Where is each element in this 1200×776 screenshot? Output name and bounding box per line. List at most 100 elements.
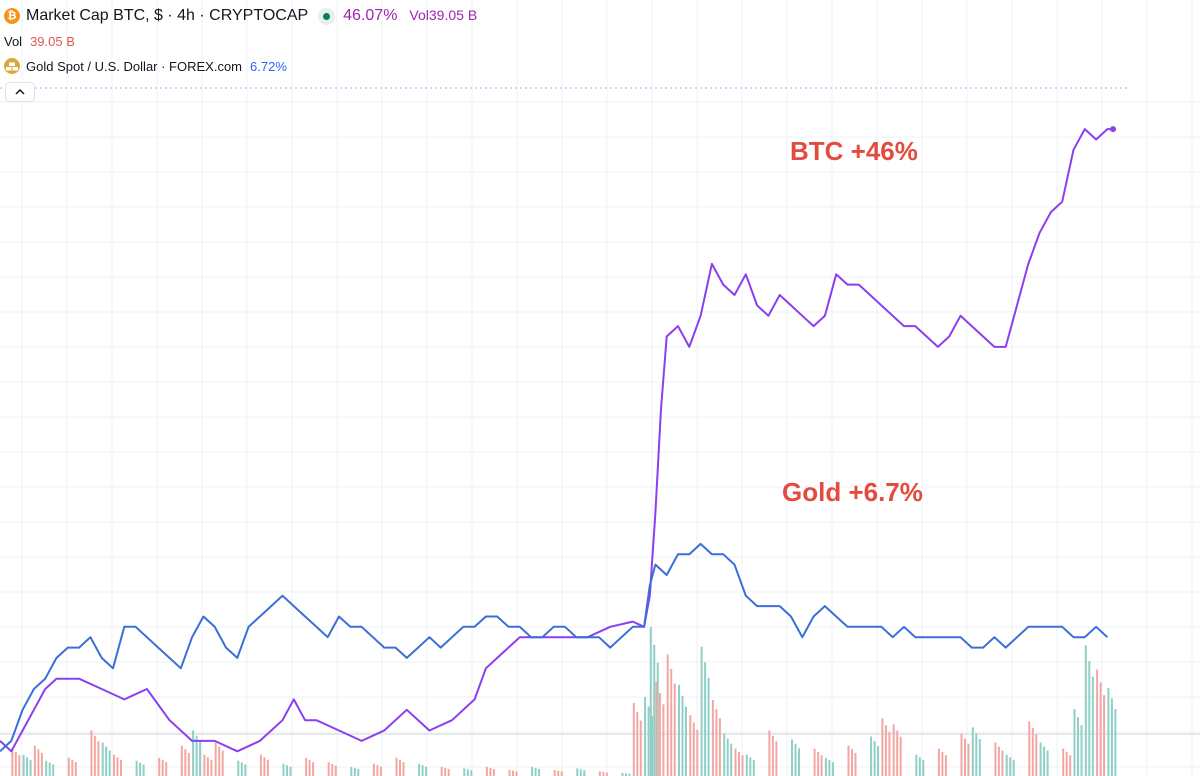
volume-bar xyxy=(26,757,29,776)
volume-bar xyxy=(93,735,96,776)
gold-legend-row[interactable]: Gold Spot / U.S. Dollar · FOREX.com 6.72… xyxy=(4,58,287,74)
volume-bar xyxy=(828,759,831,776)
price-lines[interactable] xyxy=(0,126,1117,753)
volume-bar xyxy=(244,764,247,776)
volume-bar xyxy=(745,754,748,776)
volume-bar xyxy=(820,755,823,776)
volume-bar xyxy=(598,771,601,776)
volume-bar xyxy=(305,757,308,776)
volume-bar xyxy=(899,736,902,776)
volume-bar xyxy=(656,662,659,776)
volume-bar xyxy=(738,751,740,776)
gold-symbol-title[interactable]: Gold Spot / U.S. Dollar · FOREX.com xyxy=(26,58,243,74)
volume-legend-row[interactable]: Vol 39.05 B xyxy=(4,34,75,49)
volume-bar xyxy=(161,759,164,776)
volume-bar xyxy=(187,752,190,776)
volume-bar xyxy=(579,769,582,776)
btc-legend-row[interactable]: ₿ Market Cap BTC, $ · 4h · CRYPTOCAP 46.… xyxy=(4,7,477,25)
volume-bar xyxy=(376,765,379,776)
volume-bar xyxy=(971,727,974,776)
volume-bar xyxy=(399,759,401,776)
volume-bar xyxy=(538,769,541,776)
volume-bar xyxy=(1028,721,1031,776)
gold-bars-icon xyxy=(4,58,20,74)
volume-bar xyxy=(418,763,421,776)
volume-bar xyxy=(308,759,311,776)
volume-bar xyxy=(651,715,654,776)
volume-bar xyxy=(831,762,834,776)
volume-bar xyxy=(350,766,353,776)
volume-bar xyxy=(206,757,209,776)
volume-bar xyxy=(655,681,658,776)
volume-bar xyxy=(670,668,673,776)
gold-series-line[interactable] xyxy=(0,542,1109,753)
volume-bar xyxy=(67,757,70,776)
volume-bar xyxy=(794,743,797,776)
volume-bar xyxy=(135,760,138,776)
btc-symbol-title[interactable]: Market Cap BTC, $ · 4h · CRYPTOCAP xyxy=(26,7,309,24)
volume-bar xyxy=(775,741,778,776)
volume-bar xyxy=(726,738,729,776)
volume-bar xyxy=(583,770,586,776)
volume-bar xyxy=(421,765,424,776)
volume-bar xyxy=(142,764,145,776)
gold-annotation: Gold +6.7% xyxy=(782,477,923,507)
volume-bar xyxy=(649,627,652,776)
volume-bar xyxy=(113,754,115,776)
volume-bar xyxy=(711,700,714,776)
volume-bar xyxy=(896,730,899,776)
volume-bar xyxy=(218,746,221,776)
volume-bar xyxy=(1012,759,1015,776)
volume-bar xyxy=(881,718,884,776)
volume-bar xyxy=(180,745,183,776)
volume-bar xyxy=(282,763,285,776)
volume-bar xyxy=(18,755,21,776)
volume-bar xyxy=(915,754,918,776)
volume-bar xyxy=(941,751,944,776)
volume-bar xyxy=(1001,750,1004,776)
volume-bar xyxy=(605,772,608,776)
volume-bar xyxy=(237,760,240,776)
volume-bar xyxy=(71,759,74,776)
volume-bar xyxy=(653,644,656,776)
chevron-up-icon xyxy=(15,89,25,95)
volume-bar xyxy=(33,745,36,776)
volume-bar xyxy=(266,759,269,776)
volume-bar xyxy=(944,755,947,776)
btc-series-line[interactable] xyxy=(0,128,1113,753)
volume-bar xyxy=(372,763,375,776)
volume-bar xyxy=(625,773,627,776)
volume-bar xyxy=(199,741,202,776)
volume-bar xyxy=(334,765,337,776)
volume-bar xyxy=(560,771,563,776)
volume-bar xyxy=(798,748,800,776)
volume-bar xyxy=(1062,748,1065,776)
volume-bar xyxy=(14,751,17,776)
volume-bar xyxy=(192,730,195,776)
volume-bar xyxy=(515,771,518,776)
volume-bar xyxy=(1005,754,1008,776)
volume-bar xyxy=(817,751,820,776)
volume-bar xyxy=(534,767,537,776)
volume-bar xyxy=(628,773,631,776)
volume-bar xyxy=(97,741,100,776)
volume-bar xyxy=(847,745,850,776)
volume-bar xyxy=(730,743,733,776)
volume-bar xyxy=(402,762,405,776)
volume-bar xyxy=(749,757,752,776)
volume-bar xyxy=(447,769,450,776)
volume-bar xyxy=(636,711,639,776)
collapse-legend-button[interactable] xyxy=(5,82,35,102)
market-status-icon xyxy=(318,7,336,25)
volume-bar xyxy=(165,762,168,776)
volume-bar xyxy=(45,760,48,776)
volume-bar xyxy=(29,759,32,776)
volume-bar xyxy=(978,739,981,776)
btc-annotation: BTC +46% xyxy=(790,136,918,166)
volume-value: 39.05 B xyxy=(30,34,75,49)
volume-bar xyxy=(658,693,661,776)
volume-bar xyxy=(512,770,514,776)
volume-bar xyxy=(105,746,108,776)
volume-histogram xyxy=(11,627,1117,776)
